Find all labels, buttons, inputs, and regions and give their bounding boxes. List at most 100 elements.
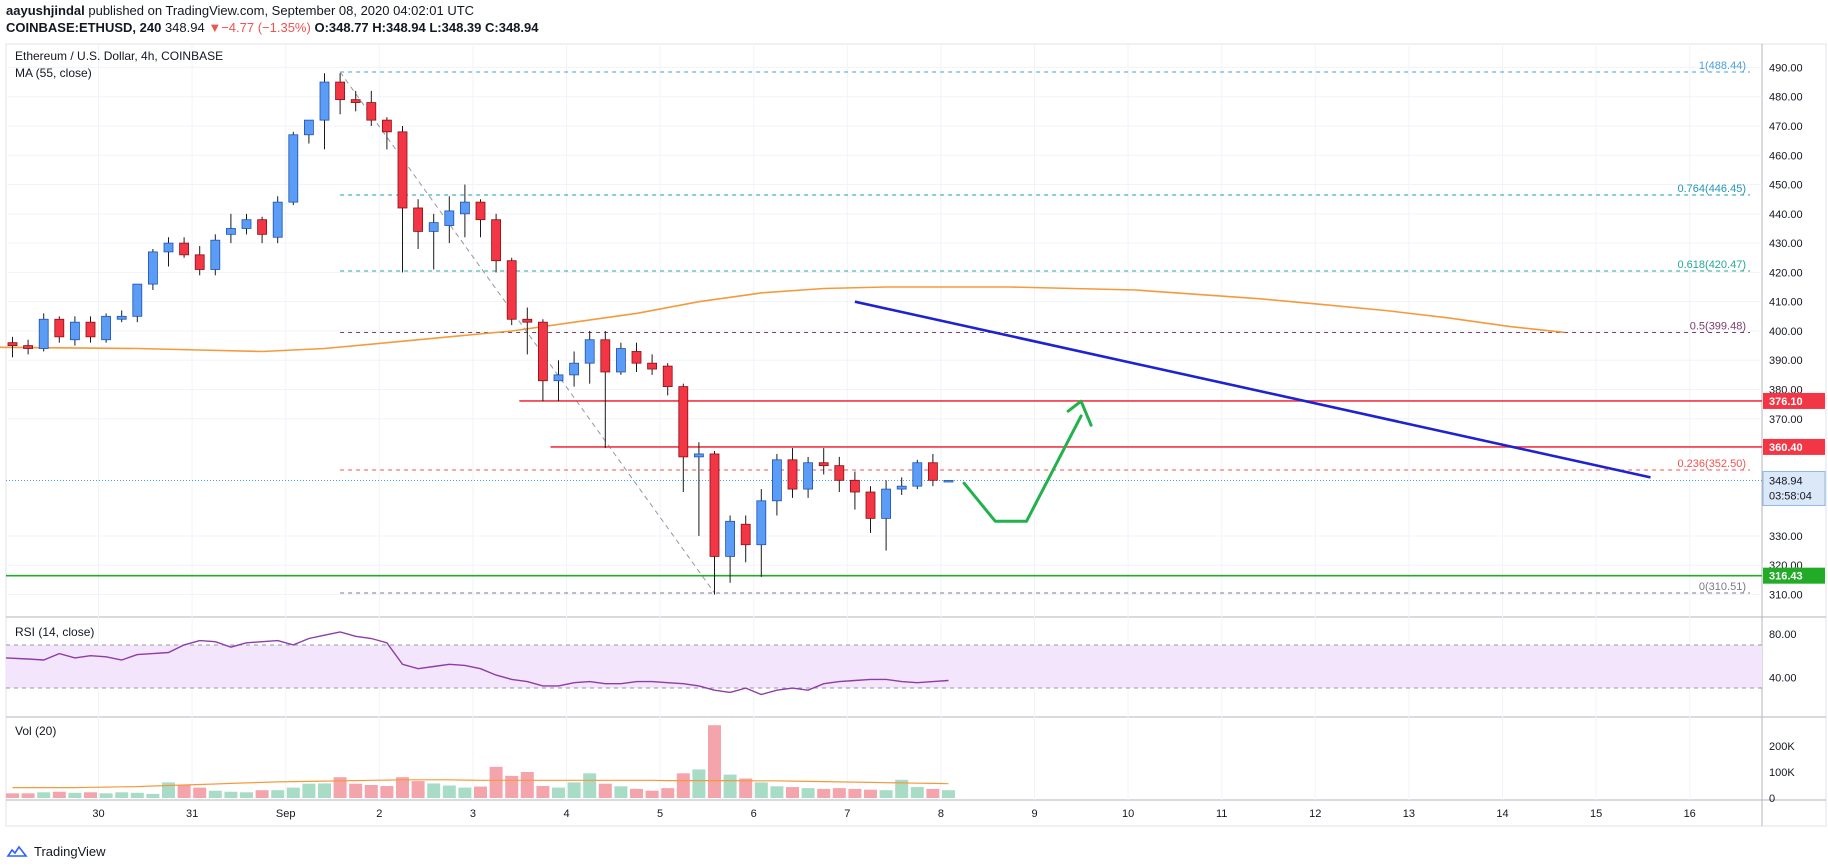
time-axis-label: 5 [657,808,663,820]
volume-bar [380,786,394,798]
candle-body [553,374,564,382]
projection-arrow-head [1066,399,1093,427]
volume-axis-tick: 0 [1769,793,1775,805]
volume-bar [614,786,628,798]
candle-body [491,219,502,262]
fib-level-label: 1(488.44) [1699,60,1746,72]
candle [616,342,626,375]
candle-body [803,462,813,490]
candle-body [569,362,579,376]
candle [381,117,392,150]
candle [428,213,439,270]
time-axis-label: 14 [1496,808,1508,820]
volume-label: Vol (20) [15,724,56,738]
candle-body [23,345,34,349]
chart-header: aayushjindal published on TradingView.co… [6,2,538,36]
candle [459,184,470,238]
candle [116,310,127,323]
candle-body [459,201,470,215]
candle [54,316,65,343]
volume-bar [52,791,66,798]
candle-body [850,479,860,493]
level-price-badge [1763,392,1825,409]
level-price-label: 360.40 [1769,442,1803,454]
price-change: −4.77 (−1.35%) [221,20,311,35]
candle-body [147,251,158,285]
candle-body [506,260,517,320]
time-axis-label: 3 [470,808,476,820]
candle [553,360,564,402]
candle [865,486,876,534]
time-axis-label: 15 [1590,808,1602,820]
candle-body [444,210,455,226]
candle [38,313,49,352]
time-axis-label: 6 [751,808,757,820]
candle-body [319,81,330,121]
candle-body [787,459,798,490]
publish-line: aayushjindal published on TradingView.co… [6,2,538,19]
candle [709,451,720,595]
candle-body [225,228,236,235]
volume-bar [926,788,940,798]
price-axis-tick: 460.00 [1769,150,1803,162]
volume-bar [115,792,129,798]
volume-bar [224,791,238,798]
author-name[interactable]: aayushjindal [6,3,85,18]
volume-bar [708,725,721,798]
volume-bar [286,787,300,798]
candle [725,515,735,583]
candle [928,453,938,487]
volume-bar [489,766,503,798]
volume-bar [598,783,612,798]
candle-body [694,453,704,458]
candle-body [257,219,268,235]
candle [881,480,891,551]
candle [194,246,205,276]
time-axis-label: 4 [563,808,569,820]
time-axis-label: 11 [1216,808,1227,820]
candle [522,307,533,355]
volume-bar [474,786,487,798]
candle [631,342,642,372]
volume-bar [942,790,955,798]
volume-bar [99,793,113,798]
candle-body [881,488,891,519]
candle [303,119,314,144]
candle [850,471,860,510]
candle-body [241,219,252,229]
volume-bar [567,782,581,798]
volume-bar [817,788,831,798]
candle-body [381,119,392,133]
candle-body [631,351,642,364]
candle [319,73,330,150]
projection-arrow-line [962,414,1083,523]
time-axis-label: 31 [186,808,198,820]
candle-body [756,500,767,546]
tradingview-logo[interactable]: TradingView [6,840,106,862]
candle-body [288,134,299,203]
candle-body [912,462,923,487]
candles [7,73,954,595]
time-axis-label: Sep [276,808,296,820]
candle [350,90,361,112]
volume-bar [520,772,534,798]
price-axis-tick: 440.00 [1769,209,1803,221]
volume-bar [427,783,441,798]
candle-body [647,362,657,370]
ma55-line [0,286,1565,353]
candle-body [928,462,938,481]
price-axis-tick: 330.00 [1769,531,1803,543]
volume-bar [723,774,737,798]
volume-bar [848,788,862,798]
fib-level-label: 0(310.51) [1699,581,1746,593]
volume-bar [21,793,35,798]
volume-bar [240,792,253,798]
candle [23,339,34,355]
ohlc-values: O:348.77 H:348.94 L:348.39 C:348.94 [314,20,539,35]
volume-bar [786,787,799,798]
candle-body [132,283,143,317]
candle [288,131,299,206]
candle [584,330,595,384]
volume-bar [396,777,409,798]
